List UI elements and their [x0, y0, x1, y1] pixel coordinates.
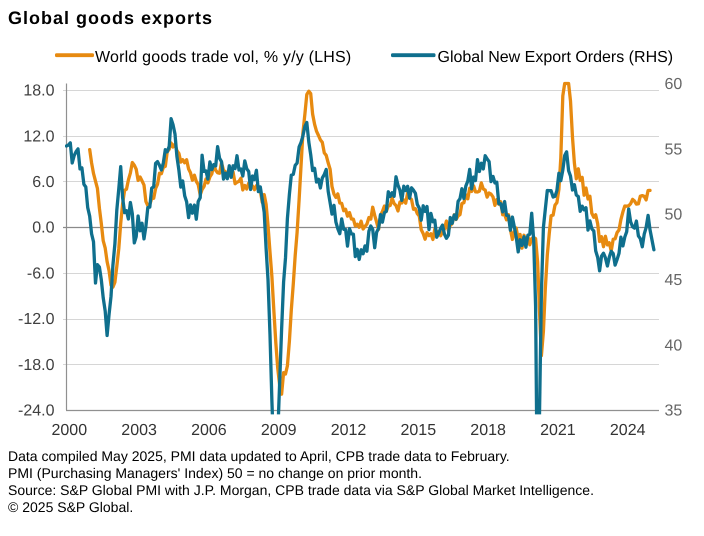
- svg-text:2009: 2009: [261, 422, 297, 439]
- svg-text:40: 40: [665, 337, 683, 354]
- svg-text:2021: 2021: [540, 422, 576, 439]
- svg-text:World goods trade vol, % y/y (: World goods trade vol, % y/y (LHS): [95, 49, 351, 66]
- svg-text:-12.0: -12.0: [18, 311, 55, 328]
- svg-text:© 2025 S&P Global.: © 2025 S&P Global.: [8, 499, 133, 515]
- svg-text:2006: 2006: [191, 422, 227, 439]
- svg-text:0.0: 0.0: [32, 220, 54, 237]
- svg-text:60: 60: [665, 76, 683, 93]
- svg-text:2024: 2024: [610, 422, 646, 439]
- svg-text:35: 35: [665, 403, 683, 420]
- svg-text:Global goods exports: Global goods exports: [8, 8, 213, 28]
- svg-text:12.0: 12.0: [23, 128, 54, 145]
- svg-text:6.0: 6.0: [32, 174, 54, 191]
- svg-text:2015: 2015: [401, 422, 437, 439]
- svg-text:Data compiled May 2025, PMI da: Data compiled May 2025, PMI data updated…: [8, 448, 510, 464]
- svg-text:18.0: 18.0: [23, 83, 54, 100]
- svg-text:Source: S&P Global PMI with J.: Source: S&P Global PMI with J.P. Morgan,…: [8, 482, 594, 498]
- svg-text:45: 45: [665, 272, 683, 289]
- svg-text:2000: 2000: [52, 422, 88, 439]
- svg-text:Global New Export Orders (RHS): Global New Export Orders (RHS): [438, 49, 674, 66]
- svg-text:50: 50: [665, 207, 683, 224]
- svg-text:-18.0: -18.0: [18, 357, 55, 374]
- svg-text:2012: 2012: [331, 422, 367, 439]
- svg-text:-24.0: -24.0: [18, 403, 55, 420]
- svg-text:2003: 2003: [121, 422, 157, 439]
- svg-text:55: 55: [665, 142, 683, 159]
- svg-text:PMI (Purchasing Managers' Inde: PMI (Purchasing Managers' Index) 50 = no…: [8, 465, 422, 481]
- svg-text:2018: 2018: [470, 422, 506, 439]
- svg-text:-6.0: -6.0: [27, 266, 55, 283]
